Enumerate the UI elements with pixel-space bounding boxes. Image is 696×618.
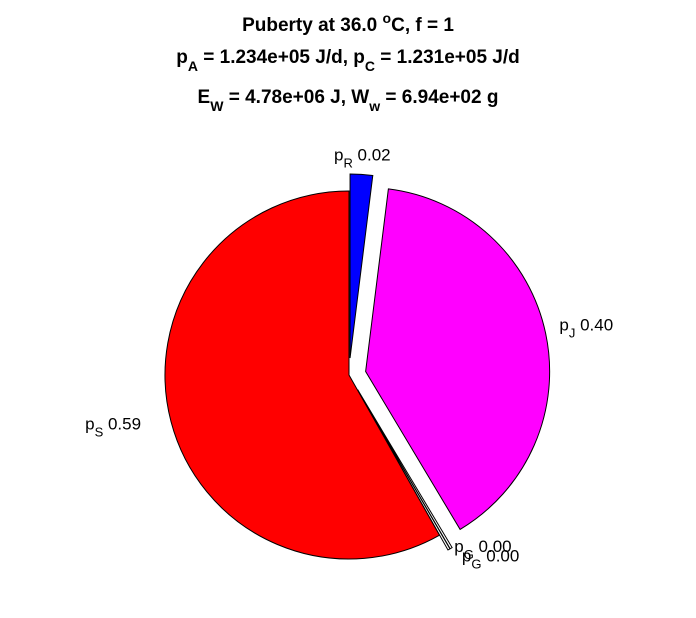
title-line-3: EW = 4.78e+06 J, Ww = 6.94e+02 g (198, 87, 499, 114)
title-line-1: Puberty at 36.0 oC, f = 1 (242, 10, 454, 36)
pie-slice-s-4 (164, 190, 441, 560)
slice-label-r-0: pR 0.02 (334, 145, 391, 170)
slice-label-s-4: pS 0.59 (85, 415, 141, 440)
pie-slices (164, 173, 551, 560)
slice-label-g-3: pG 0.00 (462, 547, 519, 572)
title-line-2: pA = 1.234e+05 J/d, pC = 1.231e+05 J/d (176, 47, 520, 74)
pie-slice-r-0 (349, 173, 374, 359)
slice-label-g-2: pG 0.00 (454, 537, 511, 562)
pie-slice-g-3 (357, 389, 451, 551)
slice-label-j-1: pJ 0.40 (559, 316, 613, 341)
pie-slice-j-1 (365, 188, 551, 531)
chart-title: Puberty at 36.0 oC, f = 1 pA = 1.234e+05… (176, 10, 520, 114)
